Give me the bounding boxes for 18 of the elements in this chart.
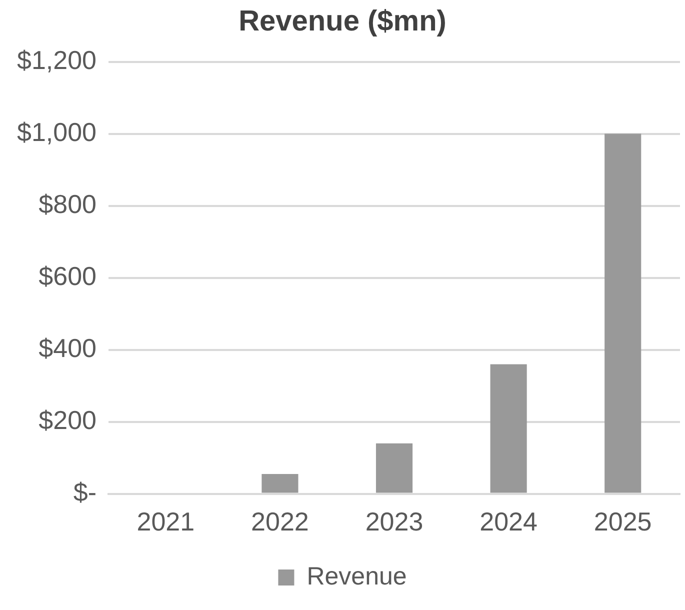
y-tick-label: $1,200 <box>16 44 97 75</box>
x-tick-label: 2023 <box>365 506 424 537</box>
x-tick-label: 2024 <box>480 506 538 537</box>
y-tick-label: $200 <box>38 404 97 435</box>
x-tick-label: 2021 <box>136 506 195 537</box>
y-tick-label: $1,000 <box>16 116 97 147</box>
legend-label: Revenue <box>306 562 407 590</box>
bar <box>262 474 298 493</box>
y-tick-label: $600 <box>38 260 97 291</box>
bar <box>604 134 642 493</box>
y-tick-label: $- <box>73 476 97 507</box>
y-tick-label: $800 <box>38 188 97 219</box>
chart-title: Revenue ($mn) <box>238 5 446 38</box>
x-tick-label: 2022 <box>251 506 309 537</box>
x-tick-label: 2025 <box>594 506 652 537</box>
bar <box>490 364 527 493</box>
y-tick-label: $400 <box>38 332 97 363</box>
bar <box>376 443 413 493</box>
